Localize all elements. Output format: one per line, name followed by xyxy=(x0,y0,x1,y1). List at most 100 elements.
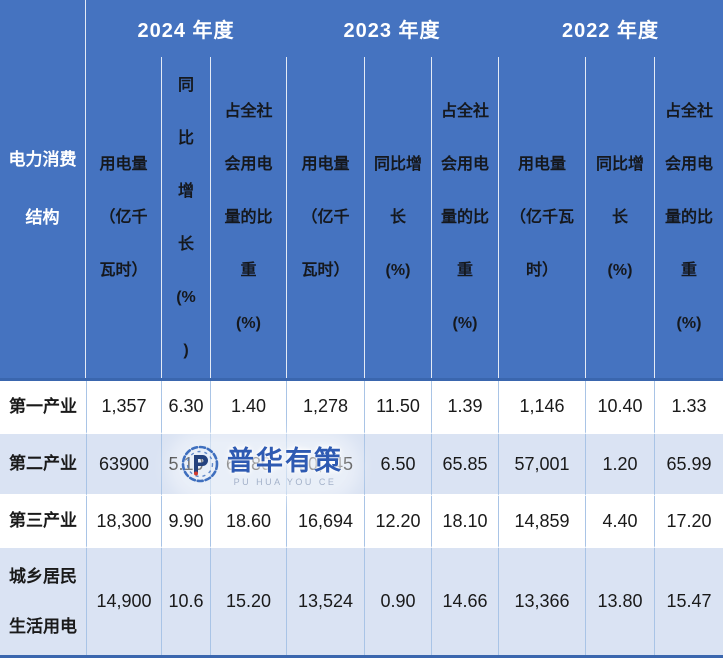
row-label-primary-industry: 第一产业 xyxy=(0,381,86,434)
row-label-line: 第三产业 xyxy=(9,511,77,530)
subheader-line: 增 xyxy=(177,182,194,200)
data-cell: 4.40 xyxy=(585,496,654,548)
data-cell: 15.47 xyxy=(654,548,723,655)
puhua-watermark-text: 普华有策 PU HUA YOU CE xyxy=(227,447,343,487)
data-cell: 0.90 xyxy=(364,548,431,655)
data-cell: 1,146 xyxy=(498,381,585,434)
subheader-2022-usage: 用电量 （亿千瓦 时） xyxy=(498,57,585,378)
subheader-line: （亿千瓦 xyxy=(509,209,574,226)
data-cell: 11.50 xyxy=(364,381,431,434)
data-cell: 1.20 xyxy=(585,434,654,496)
subheader-line: 比 xyxy=(177,129,194,147)
data-cell: 13.80 xyxy=(585,548,654,655)
data-cell: 57,001 xyxy=(498,434,585,496)
subheader-line: 长 xyxy=(611,209,628,226)
corner-header-cell: 电力消费 结构 xyxy=(0,0,86,378)
data-cell: 64.80 xyxy=(210,434,286,496)
year-header-2024: 2024 年度 xyxy=(137,20,235,42)
subheader-line: 瓦时） xyxy=(99,262,148,279)
subheader-line: （亿千 xyxy=(99,209,148,226)
subheader-line: 用电量 xyxy=(99,156,148,173)
year-header-2023: 2023 年度 xyxy=(343,20,441,42)
subheader-line: 同比增 xyxy=(373,156,422,173)
data-cell: 17.20 xyxy=(654,496,723,548)
subheader-line: 会用电 xyxy=(440,156,489,173)
corner-header-line: 结构 xyxy=(25,208,60,227)
subheader-line: 量的比 xyxy=(664,209,713,226)
subheader-line: 会用电 xyxy=(664,156,713,173)
data-cell: 14.66 xyxy=(431,548,498,655)
data-cell: 63900 xyxy=(86,434,161,496)
subheader-line: (%) xyxy=(452,315,478,332)
data-cell: 13,524 xyxy=(286,548,364,655)
row-label-line: 第一产业 xyxy=(9,396,77,416)
subheader-line: 时） xyxy=(525,262,558,279)
data-cell: 65.99 xyxy=(654,434,723,496)
subheader-2022-growth: 同比增 长 (%) xyxy=(585,57,654,378)
subheader-2023-growth: 同比增 长 (%) xyxy=(364,57,431,378)
row-label-line: 生活用电 xyxy=(9,616,77,636)
data-cell: 18.10 xyxy=(431,496,498,548)
puhua-watermark: 普华有策 PU HUA YOU CE xyxy=(178,442,349,491)
data-cell: 6.30 xyxy=(161,381,210,434)
subheader-line: (%) xyxy=(236,315,261,332)
subheader-line: 占全社 xyxy=(440,103,489,120)
subheader-line: 同比增 xyxy=(595,156,644,173)
subheader-line: 重 xyxy=(456,262,473,279)
data-cell: 60,745 xyxy=(286,434,364,496)
table-body: 第一产业 1,357 6.30 1.40 1,278 11.50 1.39 1,… xyxy=(0,378,723,655)
subheader-line: 占全社 xyxy=(664,103,713,120)
row-label-tertiary-industry: 第三产业 xyxy=(0,496,86,548)
subheader-2024-growth: 同 比 增 长 (% ) xyxy=(161,57,210,378)
data-cell: 10.6 xyxy=(161,548,210,655)
data-cell: 1.39 xyxy=(431,381,498,434)
data-cell: 13,366 xyxy=(498,548,585,655)
data-cell: 65.85 xyxy=(431,434,498,496)
data-cell: 16,694 xyxy=(286,496,364,548)
puhua-logo-icon xyxy=(180,444,220,489)
subheader-2023-share: 占全社 会用电 量的比 重 (%) xyxy=(431,57,498,378)
watermark-en-text: PU HUA YOU CE xyxy=(233,476,337,487)
subheader-line: ) xyxy=(183,341,189,359)
subheader-line: 长 xyxy=(389,209,406,226)
data-cell: 18,300 xyxy=(86,496,161,548)
subheader-line: 会用电 xyxy=(224,156,273,173)
row-label-secondary-industry: 第二产业 xyxy=(0,434,86,496)
subheader-2022-share: 占全社 会用电 量的比 重 (%) xyxy=(654,57,723,378)
subheader-line: 量的比 xyxy=(224,209,273,226)
table-bottom-border xyxy=(0,655,723,658)
data-cell: 6.50 xyxy=(364,434,431,496)
subheader-line: (%) xyxy=(385,262,411,279)
subheader-line: 重 xyxy=(680,262,697,279)
subheader-2024-usage: 用电量 （亿千 瓦时） xyxy=(86,57,161,378)
subheader-line: 瓦时） xyxy=(301,262,350,279)
table-header: 电力消费 结构 2024 年度 2023 年度 2022 年度 用电量 （亿千 … xyxy=(0,0,723,378)
data-cell: 9.90 xyxy=(161,496,210,548)
subheader-line: (%) xyxy=(607,262,633,279)
subheader-line: 同 xyxy=(177,76,194,94)
data-cell: 12.20 xyxy=(364,496,431,548)
subheader-line: 用电量 xyxy=(301,156,350,173)
row-label-line: 城乡居民 xyxy=(9,566,77,586)
subheader-line: 长 xyxy=(177,235,194,253)
year-header-2022: 2022 年度 xyxy=(561,20,660,42)
data-cell: 14,859 xyxy=(498,496,585,548)
subheader-2023-usage: 用电量 （亿千 瓦时） xyxy=(286,57,364,378)
subheader-line: （亿千 xyxy=(301,209,350,226)
corner-header-line: 电力消费 xyxy=(8,150,77,169)
row-label-line: 第二产业 xyxy=(9,454,77,473)
data-cell: 1.40 xyxy=(210,381,286,434)
subheader-line: 用电量 xyxy=(517,156,566,173)
subheader-line: 重 xyxy=(240,262,257,279)
data-cell: 1,278 xyxy=(286,381,364,434)
subheader-line: (%) xyxy=(676,315,702,332)
data-cell: 10.40 xyxy=(585,381,654,434)
subheader-line: (% xyxy=(176,288,196,306)
subheader-2024-share: 占全社 会用电 量的比 重 (%) xyxy=(210,57,286,378)
subheader-line: 占全社 xyxy=(224,103,273,120)
data-cell: 1,357 xyxy=(86,381,161,434)
row-label-residential: 城乡居民 生活用电 xyxy=(0,548,86,655)
watermark-cn-text: 普华有策 xyxy=(227,445,343,476)
data-cell: 14,900 xyxy=(86,548,161,655)
